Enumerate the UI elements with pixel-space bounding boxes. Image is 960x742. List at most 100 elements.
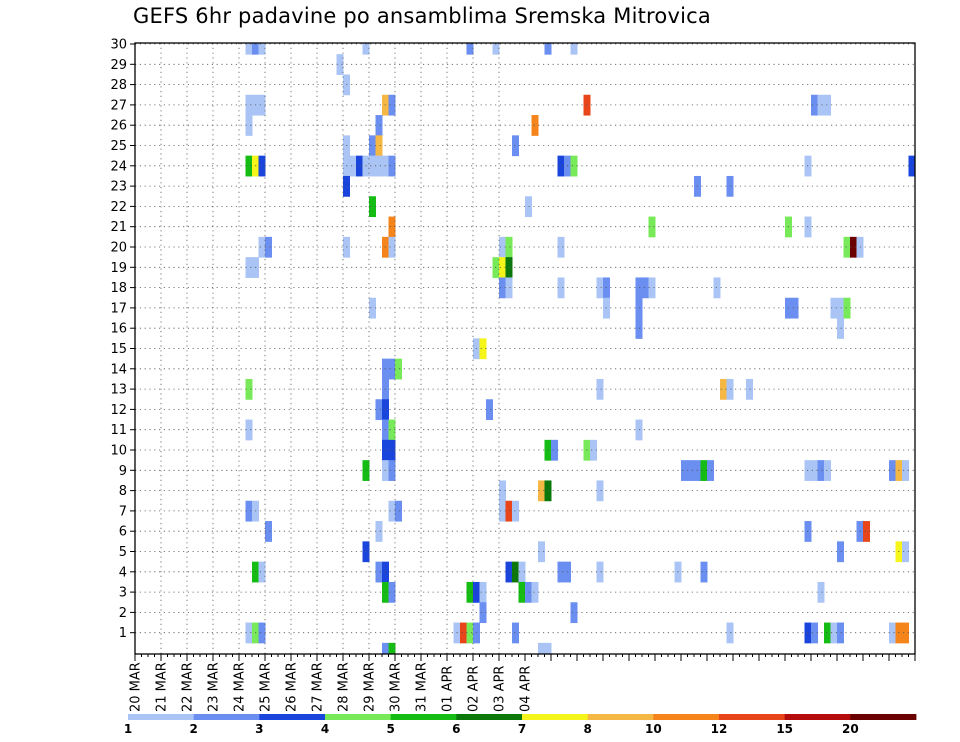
heatmap-cell — [642, 277, 649, 299]
heatmap-cell — [388, 581, 396, 603]
colorbar-segment — [719, 714, 786, 720]
y-tick-label: 27 — [110, 98, 127, 113]
heatmap-cell — [252, 43, 259, 55]
grid-layer — [135, 43, 915, 654]
heatmap-cell — [395, 358, 402, 380]
y-tick-label: 30 — [110, 38, 127, 53]
heatmap-cell — [245, 622, 253, 644]
heatmap-cell — [596, 561, 604, 583]
colorbar-label: 20 — [842, 722, 859, 736]
heatmap-cell — [544, 642, 552, 655]
heatmap-cell — [505, 561, 513, 583]
colorbar-label: 15 — [776, 722, 793, 736]
heatmap-cell — [388, 216, 396, 238]
colorbar-label: 8 — [583, 722, 591, 736]
y-tick-label: 17 — [110, 301, 127, 316]
colorbar-segment — [456, 714, 523, 720]
heatmap-cell — [590, 439, 597, 461]
x-tick-label: 23 MAR — [207, 662, 222, 712]
heatmap-cell — [512, 135, 519, 157]
y-tick-label: 18 — [110, 281, 127, 296]
heatmap-cell — [369, 196, 376, 218]
heatmap-cell — [375, 115, 383, 136]
colorbar-segment — [587, 714, 654, 720]
heatmap-cell — [349, 155, 357, 177]
chart-title: GEFS 6hr padavine po ansamblima Sremska … — [133, 4, 711, 28]
heatmap-cell — [388, 500, 396, 522]
heatmap-cell — [499, 236, 506, 258]
colorbar-label: 7 — [518, 722, 526, 736]
y-tick-label: 5 — [119, 545, 127, 560]
heatmap-cell — [811, 94, 818, 116]
heatmap-cell — [505, 500, 513, 522]
heatmap-cell — [388, 155, 396, 177]
y-tick-label: 7 — [119, 504, 127, 519]
y-tick-label: 10 — [110, 444, 127, 459]
heatmap-cell — [850, 236, 857, 258]
heatmap-cell — [375, 155, 383, 177]
x-tick-label: 29 MAR — [363, 662, 378, 712]
heatmap-cell — [388, 642, 396, 655]
heatmap-cell — [648, 216, 656, 238]
x-tick-label: 25 MAR — [259, 662, 274, 712]
heatmap-cell — [830, 297, 838, 319]
heatmap-cell — [889, 622, 896, 644]
heatmap-cell — [902, 460, 909, 481]
y-tick-label: 9 — [119, 464, 127, 479]
heatmap-cell — [375, 399, 383, 421]
x-tick-label: 27 MAR — [311, 662, 326, 712]
y-tick-label: 4 — [119, 565, 127, 580]
colorbar-label: 10 — [645, 722, 662, 736]
heatmap-cell — [538, 642, 545, 655]
heatmap-cell — [258, 43, 266, 55]
heatmap-cell — [720, 378, 727, 400]
heatmap-cell — [479, 338, 487, 360]
heatmap-cell — [336, 54, 344, 75]
heatmap-cell — [824, 94, 831, 116]
y-tick-label: 14 — [110, 362, 127, 377]
heatmap-cell — [837, 297, 844, 319]
heatmap-cell — [726, 175, 734, 197]
heatmap-cell — [843, 297, 851, 319]
heatmap-cell — [362, 43, 370, 55]
y-tick-label: 26 — [110, 119, 127, 134]
colorbar-segment — [522, 714, 589, 720]
heatmap-cell — [596, 480, 604, 502]
heatmap-cell — [544, 43, 552, 55]
heatmap-cell — [687, 460, 695, 481]
heatmap-cell — [863, 521, 870, 542]
heatmap-cell — [245, 94, 253, 116]
heatmap-cell — [570, 155, 578, 177]
heatmap-cell — [648, 277, 656, 299]
heatmap-cell — [265, 521, 272, 542]
heatmap-cell — [908, 155, 916, 177]
heatmap-cell — [596, 378, 604, 400]
heatmap-cell — [811, 460, 818, 481]
heatmap-cell — [245, 257, 253, 278]
y-tick-label: 21 — [110, 220, 127, 235]
heatmap-cell — [557, 155, 565, 177]
heatmap-cell — [505, 236, 513, 258]
y-tick-label: 28 — [110, 78, 127, 93]
heatmap-cell — [388, 439, 396, 461]
heatmap-cell — [466, 581, 474, 603]
y-tick-label: 20 — [110, 241, 127, 256]
y-tick-label: 25 — [110, 139, 127, 154]
heatmap-cell — [811, 622, 818, 644]
heatmap-cell — [492, 43, 500, 55]
heatmap-cell — [505, 277, 513, 299]
heatmap-cell — [817, 460, 825, 481]
heatmap-cell — [512, 500, 519, 522]
x-tick-label: 01 APR — [441, 666, 456, 712]
heatmap-cell — [837, 622, 844, 644]
heatmap-cell — [824, 460, 831, 481]
heatmap-cell — [889, 460, 896, 481]
heatmap-cell — [817, 581, 825, 603]
heatmap-cell — [245, 115, 253, 136]
y-tick-label: 22 — [110, 200, 127, 215]
colorbar-label: 4 — [321, 722, 329, 736]
heatmap-cell — [557, 236, 565, 258]
heatmap-cell — [369, 155, 376, 177]
heatmap-cell — [258, 155, 266, 177]
